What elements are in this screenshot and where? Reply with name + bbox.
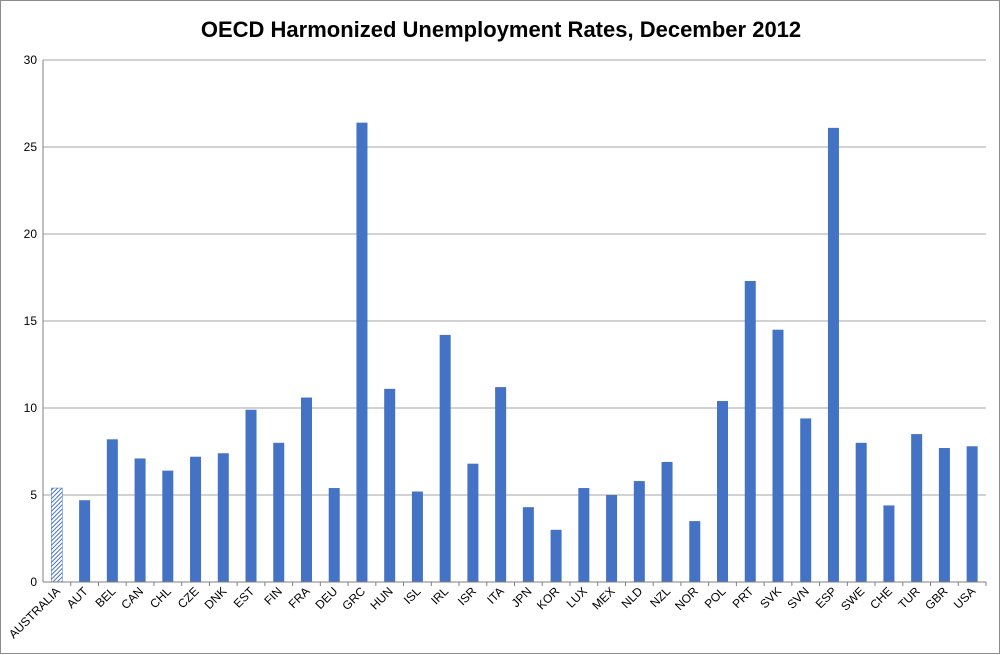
bar-aut — [79, 500, 91, 582]
x-tick-label: ITA — [484, 584, 506, 606]
bar-chl — [162, 470, 174, 582]
x-tick-label: SVN — [784, 584, 811, 611]
bar-can — [134, 458, 146, 582]
y-tick-label: 20 — [24, 227, 38, 241]
x-tick-label: NLD — [619, 584, 646, 611]
bar-cze — [190, 456, 202, 582]
bar-tur — [911, 434, 923, 582]
x-tick-label: NOR — [672, 584, 701, 613]
bar-usa — [966, 446, 978, 582]
bar-fin — [273, 442, 285, 582]
y-tick-label: 25 — [24, 140, 38, 154]
bar-swe — [855, 442, 867, 582]
bar-nzl — [661, 461, 673, 582]
x-tick-label: BEL — [93, 584, 119, 610]
y-tick-label: 15 — [24, 314, 38, 328]
x-tick-label: KOR — [534, 584, 563, 613]
bar-lux — [578, 488, 590, 582]
x-tick-label: CHL — [147, 584, 174, 611]
chart-title: OECD Harmonized Unemployment Rates, Dece… — [201, 17, 801, 42]
bars — [51, 122, 978, 583]
bar-svk — [772, 329, 784, 582]
x-tick-label: GBR — [922, 584, 951, 613]
bar-kor — [550, 529, 562, 582]
bar-bel — [106, 439, 118, 582]
x-tick-label: HUN — [368, 584, 396, 612]
x-axis-ticks: AUSTRALIA AUT BEL CAN CHL CZE DNK EST FIN FRA DEUG… — [6, 584, 978, 642]
bar-hun — [384, 388, 396, 582]
x-tick-label: DEU — [313, 584, 341, 612]
y-axis-ticks: 0 5 10 15 20 25 30 — [24, 53, 38, 589]
x-tick-label: NZL — [647, 584, 673, 610]
bar-svn — [800, 418, 812, 582]
bar-nld — [633, 481, 645, 582]
bar-che — [883, 505, 895, 582]
x-tick-label: IRL — [428, 584, 451, 607]
x-tick-label: EST — [231, 584, 258, 611]
x-tick-label: DNK — [202, 584, 230, 612]
x-tick-label: ISR — [455, 584, 479, 608]
bar-grc — [356, 122, 368, 582]
bar-isr — [467, 463, 479, 582]
bar-esp — [827, 127, 839, 583]
x-tick-label: FRA — [286, 584, 313, 611]
bar-irl — [439, 334, 451, 582]
x-tick-label: CZE — [175, 584, 202, 611]
bar-pol — [717, 401, 729, 582]
y-tick-label: 0 — [30, 575, 37, 589]
x-tick-label: JPN — [509, 584, 535, 610]
gridlines — [43, 59, 986, 496]
bar-fra — [300, 397, 312, 582]
x-tick-label: ESP — [813, 584, 840, 611]
bar-deu — [328, 488, 340, 582]
x-tick-label: AUSTRALIA — [6, 584, 63, 641]
y-tick-label: 5 — [30, 488, 37, 502]
bar-jpn — [522, 507, 534, 582]
x-tick-label: SWE — [838, 584, 867, 613]
bar-nor — [689, 521, 701, 582]
x-tick-label: CHE — [867, 584, 895, 612]
bar-gbr — [938, 448, 950, 582]
bar-australia — [51, 487, 63, 583]
bar-est — [245, 409, 257, 582]
x-tick-label: GRC — [339, 584, 368, 613]
x-tick-label: SVK — [757, 584, 784, 611]
x-tick-label: USA — [951, 584, 978, 611]
bar-mex — [606, 495, 618, 582]
x-tick-label: ISL — [401, 584, 424, 607]
bar-prt — [744, 280, 756, 582]
y-tick-label: 10 — [24, 401, 38, 415]
y-tick-label: 30 — [24, 53, 38, 67]
x-tick-label: AUT — [64, 584, 91, 611]
x-tick-label: LUX — [564, 584, 590, 610]
bar-dnk — [217, 453, 229, 582]
x-tick-label: MEX — [589, 584, 617, 612]
bar-isl — [411, 491, 423, 582]
x-tick-label: CAN — [118, 584, 146, 612]
x-tick-label: FIN — [261, 584, 285, 608]
x-tick-label: POL — [702, 584, 729, 611]
x-tick-label: TUR — [895, 584, 923, 612]
bar-ita — [495, 387, 507, 582]
x-tick-label: PRT — [730, 584, 757, 611]
axes — [42, 60, 987, 586]
